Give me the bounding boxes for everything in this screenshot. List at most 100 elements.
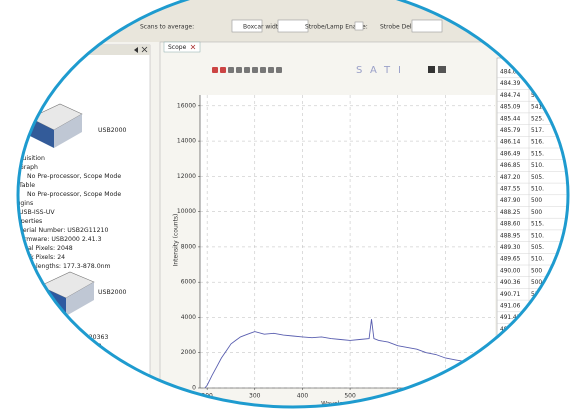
table-cell: 488.60: [500, 222, 521, 228]
table-cell: 505.: [531, 339, 544, 345]
tree-expander[interactable]: [4, 201, 9, 206]
checkbox[interactable]: [355, 22, 363, 30]
tool-icon[interactable]: [252, 67, 258, 73]
tree-item[interactable]: Firmware: USB2000 2.41.3: [19, 343, 102, 350]
table-cell: 539.: [531, 70, 544, 76]
tool-icon[interactable]: [260, 67, 266, 73]
page: {"toolbar": {"scans_label": "Scans to av…: [0, 0, 580, 410]
tree-item[interactable]: Dark Pixels: 24: [19, 361, 65, 368]
table-cell: 500: [531, 198, 542, 204]
table-cell: 488.25: [500, 210, 521, 216]
table-cell: 490.00: [500, 268, 521, 274]
spinner[interactable]: [412, 20, 442, 32]
table-cell: 486.85: [500, 163, 521, 169]
tree-expander[interactable]: [12, 183, 17, 188]
tree-item[interactable]: No Pre-processor, Scope Mode: [27, 191, 121, 198]
x-tick-label: 500: [344, 393, 356, 400]
tool-icon[interactable]: [244, 67, 250, 73]
tree-expander[interactable]: [12, 165, 17, 170]
tree-item[interactable]: Table: [18, 182, 35, 189]
table-cell: 485.44: [500, 116, 521, 122]
tree-item[interactable]: No Pre-processor, Scope Mode: [27, 173, 121, 180]
device-name[interactable]: USB2000: [98, 127, 127, 134]
table-cell: 492.46: [500, 350, 521, 356]
tool-icon[interactable]: A: [370, 65, 377, 76]
tree-item[interactable]: Acquisition: [11, 155, 45, 162]
table-cell: 510.: [531, 163, 544, 169]
tool-icon[interactable]: [268, 67, 274, 73]
tree-item[interactable]: Properties: [11, 218, 42, 225]
tab-label[interactable]: Scope: [168, 44, 187, 51]
table-cell: 517.: [531, 128, 544, 134]
table-cell: 487.90: [500, 198, 521, 204]
tool-icon[interactable]: [212, 67, 218, 73]
screenshot: Scope Scans to average:Boxcar width:Stro…: [0, 0, 580, 410]
y-tick-label: 0: [192, 385, 196, 392]
table-cell: 500: [531, 350, 542, 356]
tree-item[interactable]: Total Pixels: 2048: [18, 352, 73, 359]
table-cell: 505.: [531, 245, 544, 251]
table-cell: 500: [531, 210, 542, 216]
y-tick-label: 2000: [181, 349, 196, 356]
tool-icon[interactable]: [220, 67, 226, 73]
tree-item[interactable]: Serial Number: USB2G20363: [19, 334, 108, 341]
table-cell: 510.: [531, 257, 544, 263]
table-cell: 484.39: [500, 81, 521, 87]
table-cell: 510.: [531, 187, 544, 193]
y-axis-label: Intensity (counts): [173, 214, 180, 267]
tree-item[interactable]: Firmware: USB2000 2.41.3: [19, 236, 102, 243]
table-cell: 489.65: [500, 257, 521, 263]
table-cell: 525.: [531, 116, 544, 122]
x-tick-label: 300: [249, 393, 261, 400]
table-cell: 505.: [531, 175, 544, 181]
table-cell: 486.14: [500, 140, 521, 146]
tree-item[interactable]: Properties: [11, 325, 42, 332]
x-tick-label: 400: [297, 393, 309, 400]
tree-expander[interactable]: [4, 156, 9, 161]
panel-header: [0, 45, 150, 55]
tree-item[interactable]: Serial Number: USB2G11210: [19, 227, 108, 234]
spinner[interactable]: [278, 20, 308, 32]
tool-icon[interactable]: I: [398, 65, 401, 76]
tree-item[interactable]: Wavelengths: 177.9-873.1nm: [19, 370, 111, 377]
y-tick-label: 12000: [177, 173, 196, 180]
tree-item[interactable]: USB-ISS-UV: [19, 209, 55, 216]
x-tick-label: 700: [440, 393, 452, 400]
tool-icon[interactable]: S: [356, 65, 362, 76]
table-cell: 516.: [531, 140, 544, 146]
y-tick-label: 16000: [177, 102, 196, 109]
table-cell: 500: [531, 315, 542, 321]
save-icon[interactable]: [428, 66, 435, 73]
tree-expander[interactable]: [4, 219, 9, 224]
table-cell: 543.: [531, 81, 544, 87]
tree-item[interactable]: Dark Pixels: 24: [19, 254, 65, 261]
table-cell: 489.30: [500, 245, 521, 251]
plot-area: [200, 95, 495, 388]
table-cell: 492.11: [500, 339, 521, 345]
tool-icon[interactable]: [276, 67, 282, 73]
table-cell: 505.: [531, 304, 544, 310]
tool-icon[interactable]: T: [383, 65, 391, 76]
y-tick-label: 8000: [181, 243, 196, 250]
table-cell: 490.36: [500, 280, 521, 286]
table-cell: 484.74: [500, 93, 521, 99]
tree-item[interactable]: Plugins: [11, 200, 33, 207]
tool-icon[interactable]: [236, 67, 242, 73]
y-tick-label: 14000: [177, 138, 196, 145]
table-cell: 485.79: [500, 128, 521, 134]
tool-icon[interactable]: [228, 67, 234, 73]
table-cell: 515.: [531, 222, 544, 228]
lens-content: Scope Scans to average:Boxcar width:Stro…: [0, 0, 580, 410]
table-cell: 488.95: [500, 233, 521, 239]
table-cell: 491.06: [500, 304, 521, 310]
table-cell: 515.: [531, 151, 544, 157]
toolbar-label: Scans to average:: [140, 24, 194, 31]
device-name[interactable]: USB2000: [98, 289, 127, 296]
table-cell: 487.55: [500, 187, 521, 193]
table-cell: 510.: [531, 233, 544, 239]
y-tick-label: 10000: [177, 208, 196, 215]
table-cell: 486.49: [500, 151, 521, 157]
tree-expander[interactable]: [4, 326, 9, 331]
table-cell: 490.71: [500, 292, 521, 298]
print-icon[interactable]: [438, 66, 446, 73]
